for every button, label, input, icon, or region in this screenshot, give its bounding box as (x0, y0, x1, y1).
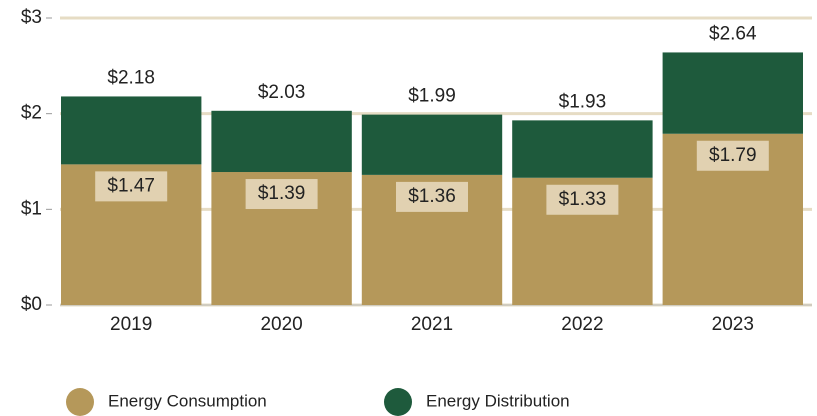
value-label: $1.39 (258, 183, 306, 204)
value-label: $1.36 (408, 186, 456, 207)
x-tick-label: 2022 (561, 314, 603, 335)
legend-label: Energy Distribution (426, 391, 570, 410)
legend-marker (66, 388, 94, 416)
bar-segment (361, 114, 503, 175)
value-label: $1.79 (709, 145, 757, 166)
bar-segment (211, 110, 352, 173)
value-label-bg (696, 140, 769, 171)
total-label: $2.64 (709, 23, 757, 44)
value-label-bg (95, 171, 168, 202)
total-label: $2.18 (107, 67, 155, 88)
x-tick-label: 2019 (110, 314, 152, 335)
value-label-bg (245, 179, 318, 210)
value-label: $1.47 (107, 175, 155, 196)
value-label-bg (396, 181, 468, 212)
total-label: $2.03 (258, 82, 306, 103)
y-tick-label: $3 (21, 7, 42, 28)
y-tick-label: $1 (21, 198, 42, 219)
bar-segment (512, 120, 653, 178)
x-tick-label: 2021 (411, 314, 453, 335)
x-tick-label: 2020 (260, 314, 302, 335)
y-tick-label: $2 (21, 103, 42, 124)
value-label: $1.33 (559, 189, 607, 210)
legend-label: Energy Consumption (108, 391, 267, 410)
bar-segment (61, 96, 202, 165)
y-tick-label: $0 (21, 294, 42, 315)
value-label-bg (546, 184, 619, 215)
total-label: $1.93 (559, 91, 607, 112)
total-label: $1.99 (408, 86, 456, 107)
legend-marker (384, 388, 412, 416)
bar-segment (662, 52, 803, 134)
x-tick-label: 2023 (712, 314, 754, 335)
